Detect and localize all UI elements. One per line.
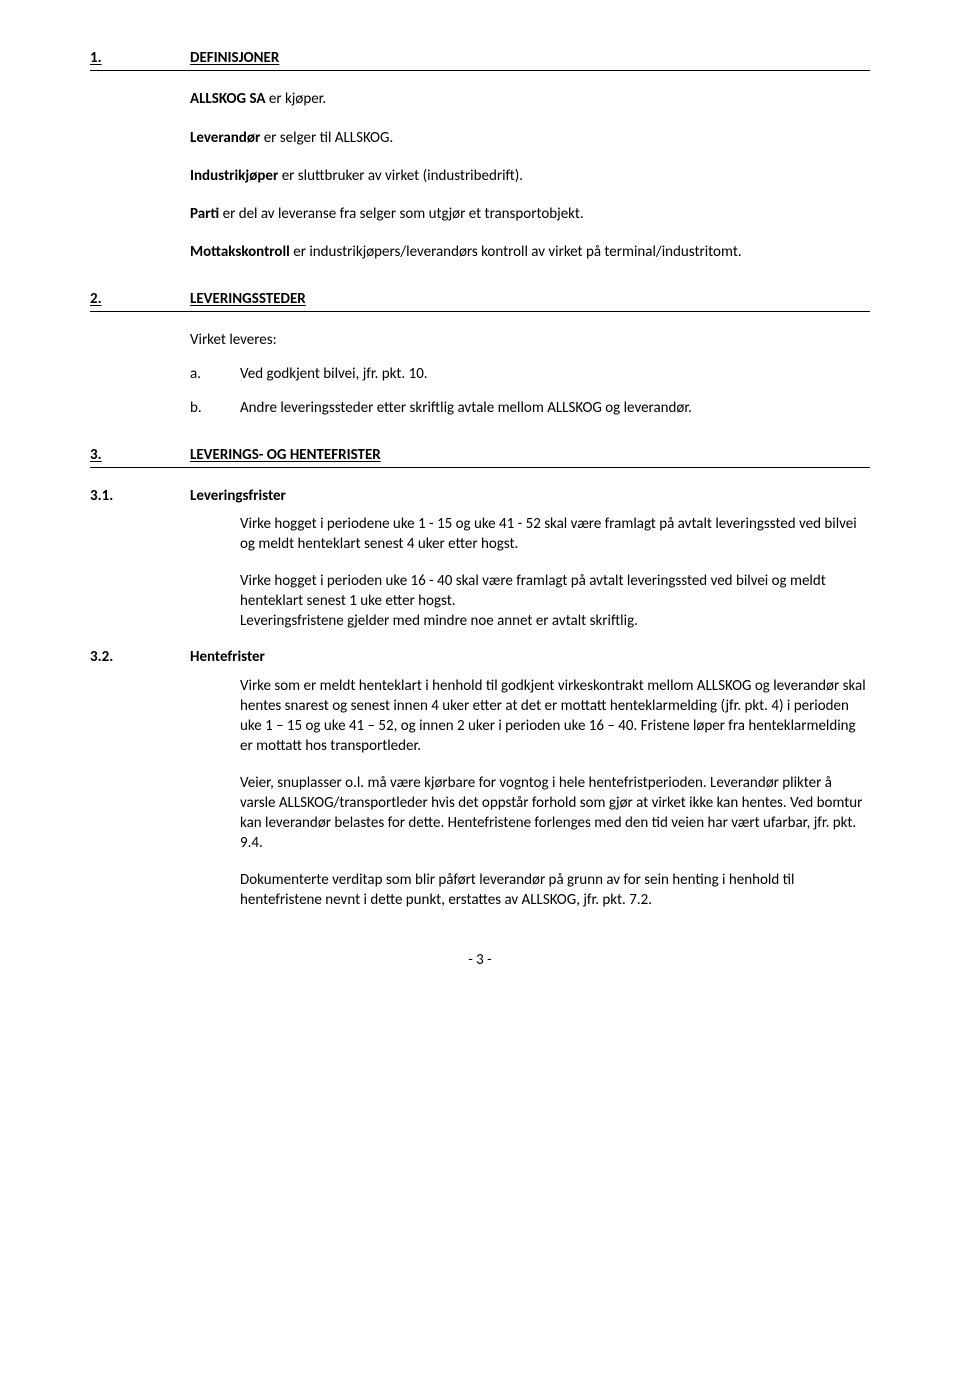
subsection-3-1-heading: 3.1. Leveringsfrister	[90, 486, 870, 506]
subsection-3-1-title: Leveringsfrister	[190, 486, 286, 506]
def-term: Industrikjøper	[190, 167, 278, 185]
section-2-num: 2.	[90, 289, 190, 309]
subsection-3-2-p3: Dokumenterte verditap som blir påført le…	[240, 870, 870, 911]
definition-parti: Parti er del av leveranse fra selger som…	[190, 204, 870, 224]
list-letter: a.	[190, 364, 240, 384]
page-number: - 3 -	[90, 950, 870, 970]
subsection-3-2-p2: Veier, snuplasser o.l. må være kjørbare …	[240, 773, 870, 854]
section-2-intro: Virket leveres:	[190, 330, 870, 350]
def-term: ALLSKOG SA	[190, 90, 266, 108]
def-text: er del av leveranse fra selger som utgjø…	[219, 205, 584, 223]
list-item-a: a. Ved godkjent bilvei, jfr. pkt. 10.	[190, 364, 870, 384]
section-1-num: 1.	[90, 48, 190, 68]
def-term: Mottakskontroll	[190, 243, 290, 261]
def-term: Parti	[190, 205, 219, 223]
section-3-title: LEVERINGS- OG HENTEFRISTER	[190, 445, 381, 465]
section-1-title: DEFINISJONER	[190, 48, 279, 68]
definition-allskog: ALLSKOG SA er kjøper.	[190, 89, 870, 109]
def-text: er sluttbruker av virket (industribedrif…	[278, 167, 523, 185]
subsection-3-1-p2: Virke hogget i perioden uke 16 - 40 skal…	[240, 571, 870, 632]
section-3-num: 3.	[90, 445, 190, 465]
subsection-3-1-num: 3.1.	[90, 486, 190, 506]
section-3-heading: 3. LEVERINGS- OG HENTEFRISTER	[90, 445, 870, 468]
section-1-heading: 1. DEFINISJONER	[90, 48, 870, 71]
definition-mottakskontroll: Mottakskontroll er industrikjøpers/lever…	[190, 242, 870, 262]
list-text: Andre leveringssteder etter skriftlig av…	[240, 398, 870, 418]
subsection-3-1-p1: Virke hogget i periodene uke 1 - 15 og u…	[240, 514, 870, 555]
def-text: er selger til ALLSKOG.	[260, 129, 393, 147]
list-letter: b.	[190, 398, 240, 418]
section-2-heading: 2. LEVERINGSSTEDER	[90, 289, 870, 312]
list-item-b: b. Andre leveringssteder etter skriftlig…	[190, 398, 870, 418]
list-text: Ved godkjent bilvei, jfr. pkt. 10.	[240, 364, 870, 384]
def-text: er industrikjøpers/leverandørs kontroll …	[290, 243, 742, 261]
definition-leverandor: Leverandør er selger til ALLSKOG.	[190, 128, 870, 148]
def-term: Leverandør	[190, 129, 260, 147]
subsection-3-2-num: 3.2.	[90, 647, 190, 667]
def-text: er kjøper.	[266, 90, 327, 108]
subsection-3-2-title: Hentefrister	[190, 647, 265, 667]
definition-industrikjoper: Industrikjøper er sluttbruker av virket …	[190, 166, 870, 186]
subsection-3-2-heading: 3.2. Hentefrister	[90, 647, 870, 667]
section-2-title: LEVERINGSSTEDER	[190, 289, 306, 309]
subsection-3-2-p1: Virke som er meldt henteklart i henhold …	[240, 676, 870, 757]
